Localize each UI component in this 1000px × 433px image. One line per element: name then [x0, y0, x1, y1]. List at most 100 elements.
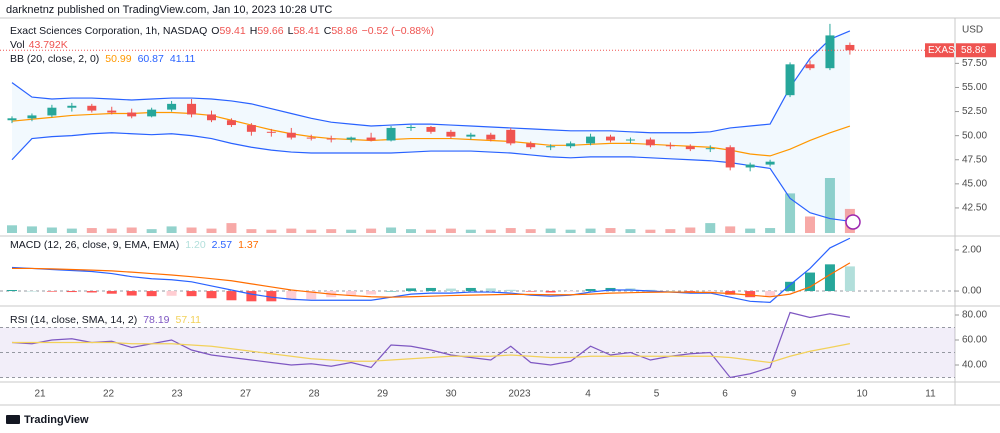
logo-mark — [6, 415, 20, 424]
macd-histogram-bar — [366, 291, 377, 295]
legend-item: 43.792K — [29, 39, 68, 51]
candle-body — [406, 126, 416, 128]
candle-body — [705, 148, 715, 150]
macd-histogram-bar — [765, 291, 776, 297]
volume-bar — [286, 228, 297, 233]
macd-histogram-bar — [725, 291, 736, 295]
volume-legend: Vol 43.792K — [10, 39, 68, 51]
volume-bar — [705, 223, 716, 233]
volume-bar — [146, 229, 157, 233]
macd-histogram-bar — [226, 291, 237, 301]
x-tick-label: 4 — [585, 389, 591, 400]
bb-legend: BB (20, close, 2, 0) 50.99 60.87 41.11 — [10, 53, 196, 65]
candle-body — [47, 107, 57, 116]
macd-histogram-bar — [844, 266, 855, 292]
x-tick-label: 30 — [445, 389, 457, 400]
macd-histogram-bar — [445, 288, 456, 292]
legend-item: 1.20 — [185, 239, 206, 251]
candle-body — [27, 115, 37, 119]
candle-body — [286, 132, 296, 138]
candle-body — [586, 136, 596, 144]
y-tick-label: 40.00 — [962, 360, 987, 371]
x-tick-label: 28 — [308, 389, 320, 400]
volume-bar — [505, 228, 516, 233]
candle-body — [87, 105, 97, 111]
y-tick-label: 42.50 — [962, 203, 987, 214]
y-tick-label: 45.00 — [962, 178, 987, 189]
candle-body — [207, 114, 216, 121]
volume-bar — [445, 228, 456, 233]
legend-item: 58.86 — [331, 25, 357, 37]
legend-item: 57.11 — [176, 314, 202, 326]
y-tick-label: 47.50 — [962, 154, 987, 165]
tradingview-logo: TradingView — [6, 414, 89, 426]
footer-brand: TradingView — [24, 414, 89, 426]
candle-body — [845, 44, 855, 51]
y-tick-label: 55.00 — [962, 82, 987, 93]
candle-body — [226, 120, 236, 126]
candle-body — [745, 164, 755, 168]
volume-bar — [425, 229, 436, 233]
macd-histogram-bar — [186, 291, 197, 297]
publisher: darknetnz published on TradingView.com, … — [6, 4, 332, 16]
candle-body — [346, 137, 356, 140]
volume-bar — [805, 216, 815, 233]
volume-bar — [206, 228, 217, 233]
candle-body — [446, 131, 456, 137]
macd-histogram-bar — [246, 291, 257, 302]
volume-bar — [246, 229, 257, 233]
volume-bar — [685, 227, 696, 233]
x-tick-label: 22 — [103, 389, 115, 400]
legend-item: L — [288, 25, 294, 37]
candle-body — [546, 146, 556, 148]
legend-item: C — [324, 25, 332, 37]
volume-bar — [745, 228, 756, 233]
y-tick-label: 0.00 — [962, 286, 982, 297]
volume-bar — [824, 178, 835, 233]
legend-item: O — [211, 25, 219, 37]
x-tick-label: 10 — [856, 389, 868, 400]
volume-bar — [106, 228, 117, 233]
candle-body — [266, 131, 276, 133]
volume-bar — [226, 223, 237, 233]
y-tick-label: 80.00 — [962, 310, 987, 321]
legend-item: 59.41 — [219, 25, 245, 37]
legend-item: 60.87 — [138, 53, 164, 65]
volume-bar — [86, 228, 97, 233]
candle-body — [466, 134, 476, 137]
macd-legend: MACD (12, 26, close, 9, EMA, EMA) 1.20 2.5… — [10, 239, 259, 251]
candle-body — [107, 110, 117, 113]
macd-histogram-bar — [645, 289, 656, 292]
symbol-tag — [925, 43, 954, 58]
macd-histogram-bar — [705, 291, 716, 292]
candle-body — [645, 139, 655, 146]
y-tick-label: 60.00 — [962, 335, 987, 346]
volume-bar — [326, 229, 337, 233]
candle-body — [386, 127, 396, 141]
x-tick-label: 11 — [925, 389, 936, 400]
macd-histogram-bar — [745, 291, 756, 298]
legend-item: BB (20, close, 2, 0) — [10, 53, 99, 65]
candle-body — [167, 103, 177, 110]
macd-histogram-bar — [425, 287, 436, 292]
volume-bar — [166, 226, 177, 233]
macd-histogram-bar — [465, 287, 476, 292]
volume-bar — [366, 228, 377, 233]
alert-icon — [845, 214, 861, 230]
macd-histogram-bar — [785, 281, 796, 292]
volume-bar — [585, 228, 596, 233]
macd-histogram-bar — [406, 288, 416, 292]
volume-bar — [565, 229, 576, 233]
candle-body — [246, 125, 256, 132]
rsi-background — [0, 327, 955, 378]
candle-body — [765, 161, 775, 165]
candle-body — [506, 129, 516, 144]
volume-bar — [785, 193, 796, 233]
rsi-legend: RSI (14, close, SMA, 14, 2) 78.19 57.11 — [10, 314, 201, 326]
macd-histogram-bar — [585, 288, 596, 292]
legend-item: MACD (12, 26, close, 9, EMA, EMA) — [10, 239, 179, 251]
candle-body — [306, 137, 316, 139]
macd-histogram-bar — [565, 291, 576, 292]
candle-body — [486, 134, 496, 140]
